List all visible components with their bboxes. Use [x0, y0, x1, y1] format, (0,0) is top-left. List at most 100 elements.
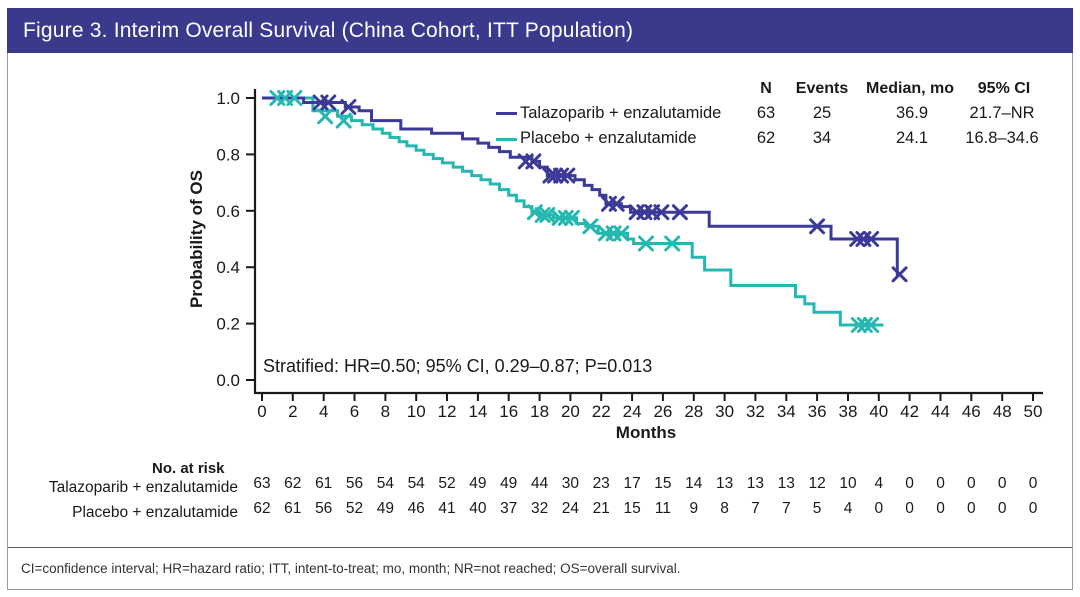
summary-events-talazoparib: 25 [812, 104, 832, 122]
censor-mark [547, 167, 563, 184]
at-risk-value: 30 [562, 475, 580, 492]
censor-mark [891, 266, 908, 283]
at-risk-value: 11 [655, 500, 671, 517]
at-risk-value: 0 [936, 475, 945, 492]
censor-mark [559, 167, 576, 184]
summary-ci-placebo: 16.8–34.6 [965, 129, 1039, 147]
km-plot: 0.00.20.40.60.81.00 2 4 6 8 10 12 14 16 18 20 22 24 2… [216, 89, 1043, 517]
x-tick-label: 24 [623, 402, 642, 421]
summary-header-median: Median, mo [865, 80, 955, 97]
at-risk-value: 4 [844, 500, 853, 517]
censor-mark [539, 207, 556, 223]
figure-title: Figure 3. Interim Overall Survival (Chin… [23, 18, 634, 42]
censor-mark [664, 235, 681, 252]
summary-n-talazoparib: 63 [756, 104, 776, 122]
censor-marks-placebo [269, 90, 880, 333]
at-risk-value: 7 [782, 500, 791, 517]
censor-mark [553, 167, 570, 184]
at-risk-value: 56 [315, 500, 332, 517]
censor-mark [671, 204, 688, 221]
summary-n-placebo: 62 [756, 129, 776, 147]
x-tick-label: 36 [808, 402, 827, 421]
x-tick-label: 8 [381, 402, 390, 421]
at-risk-value: 14 [685, 475, 703, 492]
at-risk-value: 24 [562, 500, 580, 517]
at-risk-row-talazoparib: 63 62 61 56 54 54 52 49 49 44 30 23 17 15 14 13 13 13 12 10… [253, 475, 1037, 492]
censor-mark [638, 235, 654, 252]
at-risk-value: 0 [1029, 500, 1038, 517]
censor-mark [863, 231, 880, 247]
x-tick-label: 22 [592, 402, 611, 421]
at-risk-value: 0 [967, 500, 976, 517]
censor-mark [653, 204, 670, 221]
x-tick-label: 46 [962, 402, 981, 421]
footnote-bar: CI=confidence interval; HR=hazard ratio;… [8, 547, 1072, 589]
summary-ci-talazoparib: 21.7–NR [969, 104, 1035, 122]
censor-mark [525, 153, 542, 170]
x-tick-label: 44 [931, 402, 950, 421]
summary-events-placebo: 34 [812, 129, 832, 147]
x-tick-label: 0 [257, 402, 266, 421]
at-risk-value: 13 [778, 475, 795, 492]
summary-header-events: Events [795, 80, 849, 97]
at-risk-value: 21 [593, 500, 610, 517]
at-risk-value: 61 [284, 500, 301, 517]
censor-marks-talazoparib [312, 94, 908, 283]
censor-mark [608, 195, 625, 212]
footnote-text: CI=confidence interval; HR=hazard ratio;… [21, 561, 681, 576]
y-tick-label: 1.0 [216, 89, 240, 108]
y-tick-label: 0.6 [216, 202, 240, 221]
y-tick-label: 0.4 [216, 258, 240, 277]
x-tick-label: 48 [993, 402, 1012, 421]
at-risk-value: 0 [905, 500, 914, 517]
at-risk-value: 49 [377, 500, 394, 517]
y-tick-label: 0.2 [216, 315, 240, 334]
censor-mark [856, 317, 873, 333]
at-risk-label-talazoparib: Talazoparib + enzalutamide [48, 479, 238, 496]
x-tick-label: 30 [715, 402, 734, 421]
at-risk-value: 12 [808, 475, 825, 492]
at-risk-value: 56 [346, 475, 363, 492]
at-risk-value: 9 [689, 500, 698, 517]
at-risk-value: 46 [408, 500, 425, 517]
censor-mark [557, 209, 574, 226]
x-tick-label: 20 [561, 402, 580, 421]
at-risk-value: 0 [874, 500, 883, 517]
y-tick-label: 0.0 [216, 371, 240, 390]
at-risk-value: 4 [874, 475, 883, 492]
at-risk-value: 41 [438, 500, 455, 517]
at-risk-value: 0 [1029, 475, 1038, 492]
at-risk-value: 23 [593, 475, 610, 492]
x-tick-label: 2 [288, 402, 297, 421]
x-tick-label: 32 [746, 402, 765, 421]
at-risk-value: 54 [408, 475, 426, 492]
x-tick-label: 14 [468, 402, 487, 421]
at-risk-title: No. at risk [152, 460, 225, 477]
censor-mark [809, 218, 826, 235]
censor-mark [317, 108, 334, 125]
at-risk-value: 0 [936, 500, 945, 517]
censor-mark [582, 218, 599, 235]
at-risk-value: 32 [531, 500, 548, 517]
censor-mark [613, 225, 630, 242]
summary-header-n: N [760, 80, 772, 97]
x-tick-label: 28 [684, 402, 703, 421]
y-tick-label: 0.8 [216, 145, 240, 164]
at-risk-value: 37 [500, 500, 517, 517]
summary-header-ci: 95% CI [977, 80, 1031, 97]
at-risk-value: 15 [623, 500, 640, 517]
legend-label-talazoparib: Talazoparib + enzalutamide [520, 104, 722, 122]
x-tick-label: 26 [653, 402, 672, 421]
x-tick-label: 40 [869, 402, 888, 421]
x-tick-label: 18 [530, 402, 549, 421]
at-risk-value: 0 [998, 475, 1007, 492]
x-tick-label: 12 [438, 402, 457, 421]
at-risk-value: 49 [469, 475, 486, 492]
summary-median-talazoparib: 36.9 [895, 104, 929, 122]
at-risk-value: 0 [998, 500, 1007, 517]
at-risk-value: 54 [377, 475, 395, 492]
at-risk-value: 52 [438, 475, 455, 492]
at-risk-value: 17 [623, 475, 640, 492]
at-risk-value: 62 [284, 475, 301, 492]
censor-mark [850, 317, 867, 333]
